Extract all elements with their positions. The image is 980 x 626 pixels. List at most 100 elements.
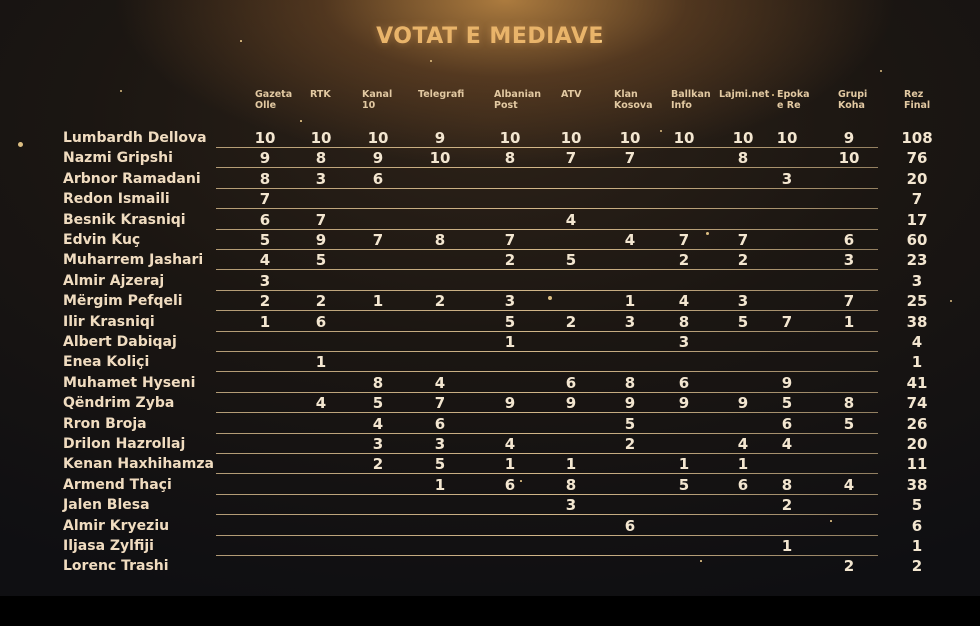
vote-cell: 9 xyxy=(434,129,446,147)
vote-cell: 5 xyxy=(434,455,446,474)
vote-cell: 3 xyxy=(843,251,855,270)
row-divider xyxy=(216,432,878,434)
table-row: Almir Kryeziu 6 6 xyxy=(0,516,980,536)
vote-cell: 10 xyxy=(838,149,860,168)
page-title: VOTAT E MEDIAVE xyxy=(376,24,604,49)
final-total: 5 xyxy=(911,496,923,515)
vote-cell: 4 xyxy=(504,435,516,453)
vote-cell: 1 xyxy=(504,333,516,351)
table-row: Besnik Krasniqi 6 7 4 17 xyxy=(0,210,980,230)
vote-cell: 1 xyxy=(737,455,749,474)
final-total: 17 xyxy=(906,210,928,229)
contestant-name: Lumbardh Dellova xyxy=(63,130,207,146)
table-row: Muhamet Hyseni 8 4 6 8 6 9 41 xyxy=(0,373,980,393)
vote-cell: 6 xyxy=(678,373,690,392)
sparkle-decoration xyxy=(300,120,302,122)
row-divider xyxy=(216,534,878,536)
vote-cell: 6 xyxy=(315,312,327,331)
final-total: 4 xyxy=(911,333,923,351)
vote-cell: 2 xyxy=(737,251,749,270)
vote-cell: 6 xyxy=(843,231,855,249)
vote-cell: 8 xyxy=(504,149,516,168)
table-row: Mërgim Pefqeli 2 2 1 2 3 1 4 3 7 25 xyxy=(0,291,980,312)
vote-cell: 10 xyxy=(619,129,641,147)
final-total: 6 xyxy=(911,516,923,535)
row-divider xyxy=(216,391,878,393)
table-row: Qëndrim Zyba 4 5 7 9 9 9 9 9 5 8 74 xyxy=(0,393,980,414)
vote-cell: 1 xyxy=(434,475,446,494)
sparkle-decoration xyxy=(880,70,882,72)
vote-cell: 3 xyxy=(781,169,793,188)
column-header: RTK xyxy=(310,89,331,100)
table-row: Iljasa Zylfiji 1 1 xyxy=(0,536,980,556)
row-divider xyxy=(216,473,878,475)
vote-cell: 2 xyxy=(504,251,516,270)
table-row: Lorenc Trashi 2 2 xyxy=(0,556,980,576)
vote-cell: 6 xyxy=(565,373,577,392)
vote-cell: 9 xyxy=(781,373,793,392)
vote-cell: 10 xyxy=(776,129,798,147)
vote-cell: 8 xyxy=(372,373,384,392)
row-divider xyxy=(216,555,878,556)
vote-cell: 2 xyxy=(434,292,446,311)
scoreboard-background: VOTAT E MEDIAVE Gazeta Olle RTK Kanal 10 Tele… xyxy=(0,0,980,596)
vote-cell: 10 xyxy=(367,129,389,147)
vote-cell: 9 xyxy=(624,394,636,413)
final-total: 20 xyxy=(906,435,928,453)
table-row: Ilir Krasniqi 1 6 5 2 3 8 5 7 1 38 xyxy=(0,312,980,332)
vote-cell: 4 xyxy=(434,373,446,392)
vote-cell: 8 xyxy=(315,149,327,168)
contestant-name: Albert Dabiqaj xyxy=(63,334,177,350)
row-divider xyxy=(216,453,878,454)
vote-cell: 2 xyxy=(315,292,327,311)
vote-cell: 4 xyxy=(843,475,855,494)
vote-cell: 5 xyxy=(781,394,793,413)
vote-cell: 2 xyxy=(565,312,577,331)
vote-cell: 4 xyxy=(678,292,690,311)
table-row: Albert Dabiqaj 1 3 4 xyxy=(0,332,980,352)
vote-cell: 7 xyxy=(372,231,384,249)
vote-cell: 4 xyxy=(315,394,327,413)
sparkle-decoration xyxy=(830,520,832,522)
table-row: Enea Koliçi 1 1 xyxy=(0,352,980,373)
row-divider xyxy=(216,330,878,332)
contestant-name: Edvin Kuç xyxy=(63,232,141,248)
table-row: Muharrem Jashari 4 5 2 5 2 2 3 23 xyxy=(0,250,980,271)
row-divider xyxy=(216,412,878,414)
row-divider xyxy=(216,249,878,250)
final-total: 25 xyxy=(906,292,928,311)
vote-cell: 10 xyxy=(254,129,276,147)
contestant-name: Jalen Blesa xyxy=(63,497,150,514)
sparkle-decoration xyxy=(18,142,23,147)
vote-cell: 7 xyxy=(843,292,855,311)
vote-cell: 9 xyxy=(737,394,749,413)
row-divider xyxy=(216,351,878,352)
vote-cell: 2 xyxy=(259,292,271,311)
column-header: ATV xyxy=(561,89,582,100)
final-total: 26 xyxy=(906,414,928,433)
vote-cell: 3 xyxy=(504,292,516,311)
final-total: 1 xyxy=(911,353,923,372)
sparkle-decoration xyxy=(700,560,702,562)
vote-cell: 8 xyxy=(737,149,749,168)
vote-cell: 3 xyxy=(678,333,690,351)
contestant-name: Besnik Krasniqi xyxy=(63,211,186,228)
vote-cell: 9 xyxy=(315,231,327,249)
bottom-bar xyxy=(0,596,980,626)
contestant-name: Enea Koliçi xyxy=(63,354,150,371)
table-row: Almir Ajzeraj 3 3 xyxy=(0,271,980,291)
final-total: 60 xyxy=(906,231,928,249)
row-divider xyxy=(216,269,878,271)
final-total: 3 xyxy=(911,271,923,290)
sparkle-decoration xyxy=(240,40,242,42)
vote-cell: 1 xyxy=(259,312,271,331)
sparkle-decoration xyxy=(706,232,709,235)
vote-cell: 6 xyxy=(624,516,636,535)
vote-cell: 9 xyxy=(259,149,271,168)
sparkle-decoration xyxy=(120,90,122,92)
sparkle-decoration xyxy=(660,130,662,132)
contestant-name: Rron Broja xyxy=(63,415,147,432)
vote-cell: 1 xyxy=(678,455,690,474)
vote-cell: 3 xyxy=(434,435,446,453)
vote-cell: 4 xyxy=(259,251,271,270)
